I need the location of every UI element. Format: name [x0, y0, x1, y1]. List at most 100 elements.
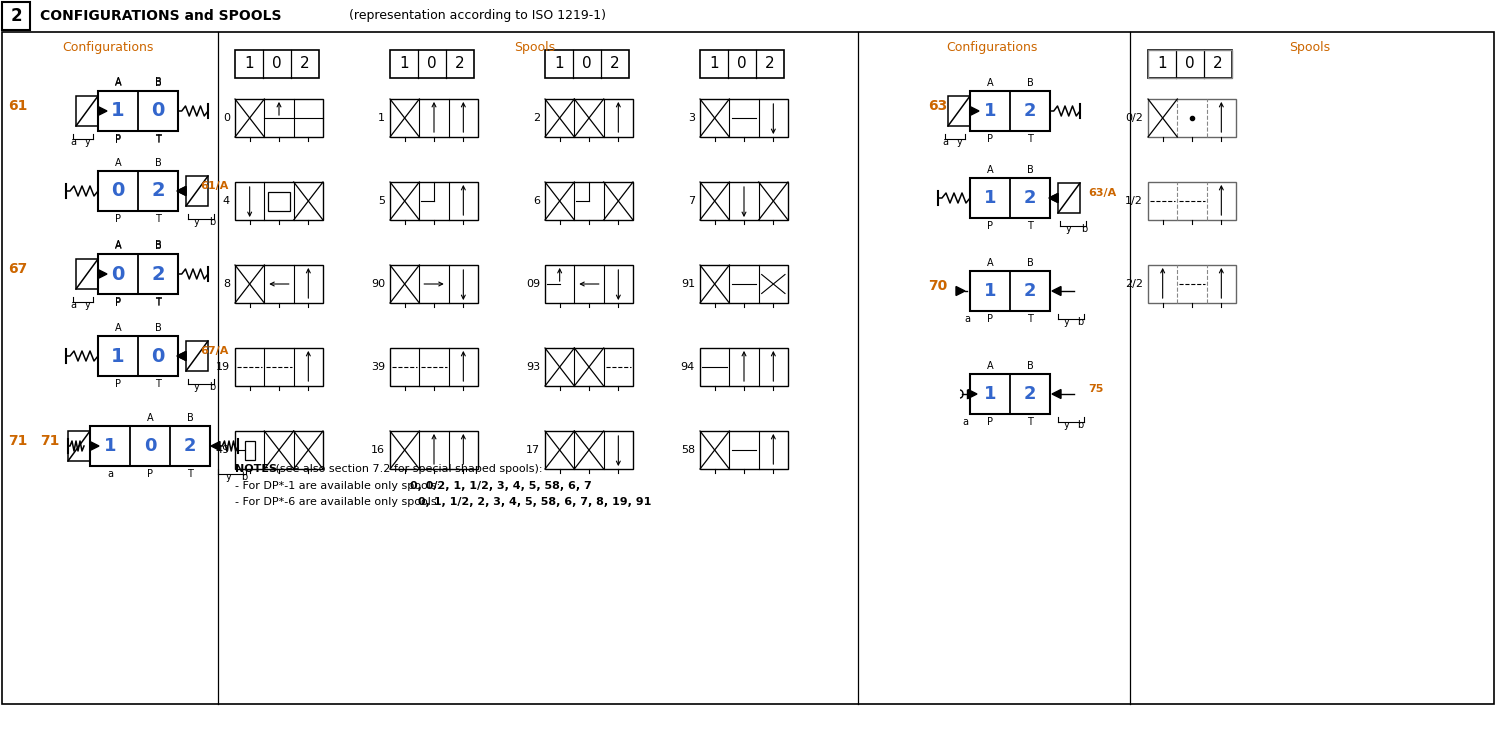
Polygon shape — [177, 186, 186, 195]
Text: y: y — [1064, 317, 1070, 327]
Text: A: A — [987, 258, 993, 268]
Text: A: A — [115, 78, 121, 88]
Text: 1: 1 — [709, 57, 718, 72]
Text: T: T — [156, 297, 162, 307]
Text: a: a — [70, 137, 76, 147]
Bar — [545, 50, 628, 78]
Text: 0: 0 — [144, 437, 156, 455]
Text: 67: 67 — [7, 262, 27, 276]
Text: Configurations: Configurations — [947, 40, 1038, 54]
Bar — [390, 50, 474, 78]
Text: A: A — [147, 413, 153, 423]
Polygon shape — [177, 186, 186, 195]
Bar — [390, 265, 479, 303]
Text: B: B — [1026, 165, 1034, 175]
Text: P: P — [115, 298, 121, 308]
Bar — [99, 336, 178, 376]
Text: y: y — [85, 137, 91, 147]
Text: 17: 17 — [527, 445, 540, 455]
Bar — [245, 440, 254, 460]
Text: 2: 2 — [10, 7, 22, 25]
Text: (see also section 7.2 for special shaped spools):: (see also section 7.2 for special shaped… — [272, 464, 543, 474]
Text: 49: 49 — [215, 445, 230, 455]
Polygon shape — [1052, 389, 1061, 398]
Text: y: y — [194, 217, 200, 227]
Text: P: P — [115, 134, 121, 144]
Text: b: b — [1077, 420, 1083, 430]
Text: 0: 0 — [111, 181, 124, 201]
Bar — [545, 182, 633, 220]
Bar — [268, 192, 290, 210]
Text: 2: 2 — [151, 181, 165, 201]
Text: 91: 91 — [681, 279, 696, 289]
Text: 0/2: 0/2 — [1125, 113, 1143, 123]
Bar — [76, 259, 99, 289]
Text: 1: 1 — [984, 385, 996, 403]
Text: 0: 0 — [223, 113, 230, 123]
Text: 2: 2 — [184, 437, 196, 455]
Text: 2: 2 — [1023, 282, 1037, 300]
Text: y: y — [226, 472, 232, 482]
Text: 1: 1 — [399, 57, 408, 72]
Text: 61/A: 61/A — [200, 181, 229, 191]
Text: Spools: Spools — [1290, 40, 1330, 54]
Bar — [700, 265, 788, 303]
Text: Spools: Spools — [515, 40, 555, 54]
Polygon shape — [956, 286, 965, 295]
Bar — [545, 348, 633, 386]
Text: y: y — [957, 137, 963, 147]
Bar — [390, 431, 479, 469]
Text: 70: 70 — [928, 279, 947, 293]
Text: a: a — [942, 137, 948, 147]
Text: 2: 2 — [151, 265, 165, 283]
Text: 1: 1 — [111, 101, 124, 121]
Text: (representation according to ISO 1219-1): (representation according to ISO 1219-1) — [346, 10, 606, 22]
Text: 16: 16 — [371, 445, 384, 455]
Bar — [1147, 99, 1236, 137]
Bar — [186, 341, 208, 371]
Bar — [235, 182, 323, 220]
Text: P: P — [987, 221, 993, 231]
Text: 0, 1, 1/2, 2, 3, 4, 5, 58, 6, 7, 8, 19, 91: 0, 1, 1/2, 2, 3, 4, 5, 58, 6, 7, 8, 19, … — [417, 497, 651, 507]
Text: 1: 1 — [103, 437, 117, 455]
Text: A: A — [987, 361, 993, 371]
Text: y: y — [1067, 224, 1071, 234]
Bar — [99, 91, 178, 131]
Bar — [235, 431, 323, 469]
Text: 90: 90 — [371, 279, 384, 289]
Text: 58: 58 — [681, 445, 696, 455]
Text: 0: 0 — [272, 57, 281, 72]
Text: B: B — [154, 241, 162, 251]
Bar — [235, 50, 319, 78]
Text: y: y — [1064, 420, 1070, 430]
Bar — [1147, 50, 1233, 78]
Text: P: P — [115, 297, 121, 307]
Text: 93: 93 — [527, 362, 540, 372]
Text: 0: 0 — [111, 265, 124, 283]
Text: B: B — [154, 78, 162, 88]
Text: 63: 63 — [928, 99, 947, 113]
Text: B: B — [1026, 78, 1034, 88]
Bar — [948, 96, 969, 126]
Text: 61: 61 — [7, 99, 27, 113]
Text: 1: 1 — [984, 189, 996, 207]
Text: P: P — [147, 469, 153, 479]
Bar — [700, 50, 784, 78]
Text: A: A — [115, 241, 121, 251]
Text: a: a — [962, 417, 968, 427]
Text: T: T — [1028, 221, 1032, 231]
Text: 19: 19 — [215, 362, 230, 372]
Text: B: B — [187, 413, 193, 423]
Text: CONFIGURATIONS and SPOOLS: CONFIGURATIONS and SPOOLS — [40, 9, 281, 23]
Bar — [969, 178, 1050, 218]
Polygon shape — [1052, 286, 1061, 295]
Text: A: A — [115, 77, 121, 87]
Text: 2: 2 — [1023, 102, 1037, 120]
Text: P: P — [115, 214, 121, 224]
Bar — [390, 99, 479, 137]
Text: 1: 1 — [1158, 57, 1167, 72]
Text: 1: 1 — [244, 57, 254, 72]
Text: 39: 39 — [371, 362, 384, 372]
Text: 1: 1 — [111, 346, 124, 366]
Polygon shape — [969, 107, 978, 116]
